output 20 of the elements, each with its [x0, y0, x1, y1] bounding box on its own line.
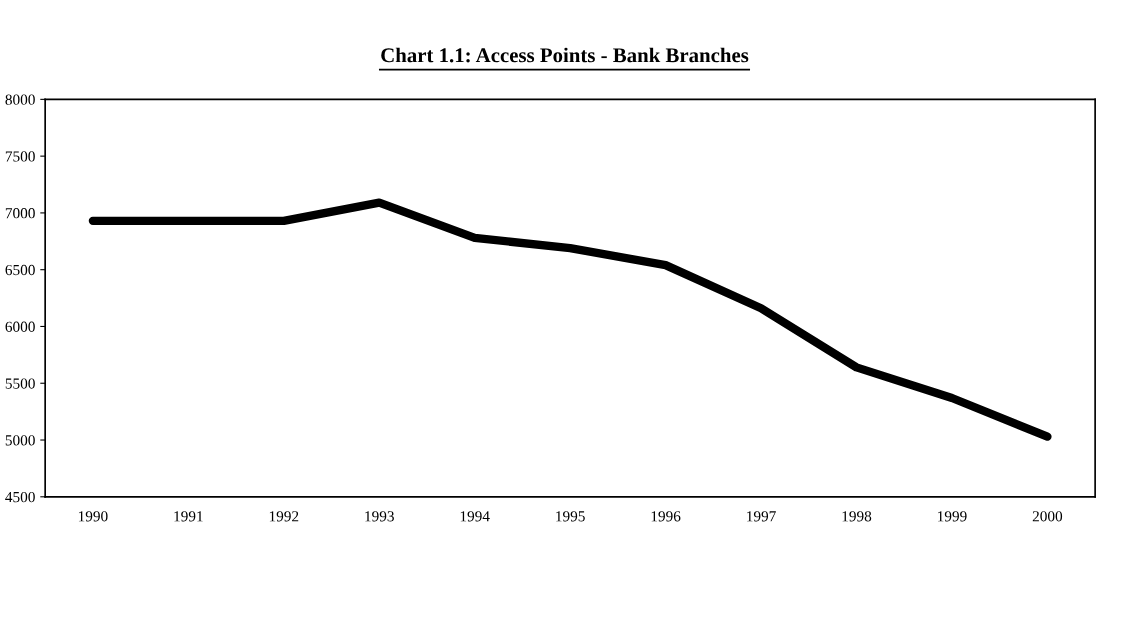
x-tick-label: 1990 [78, 511, 108, 522]
y-tick-label: 7000 [5, 208, 35, 219]
y-tick-label: 7500 [5, 151, 35, 162]
y-tick-label: 6500 [5, 264, 35, 276]
x-tick-label: 1999 [938, 511, 967, 522]
y-tick-label: 5000 [5, 435, 35, 446]
y-tick-label: 6000 [5, 321, 35, 332]
x-tick-label: 1998 [842, 511, 872, 522]
y-tick-label: 8000 [5, 94, 35, 105]
x-tick-label: 1996 [651, 511, 681, 522]
x-tick-label: 1997 [747, 511, 776, 522]
chart-title: Chart 1.1: Access Points - Bank Branches [381, 47, 749, 63]
x-tick-label: 1991 [174, 511, 203, 522]
y-tick-label: 5500 [5, 378, 35, 389]
y-tick-label: 4500 [5, 491, 35, 503]
x-tick-label: 1995 [556, 511, 585, 522]
x-tick-label: 1992 [269, 511, 299, 522]
x-tick-label: 1993 [365, 511, 394, 522]
x-tick-label: 2000 [1032, 511, 1063, 522]
x-tick-label: 1994 [460, 511, 490, 522]
